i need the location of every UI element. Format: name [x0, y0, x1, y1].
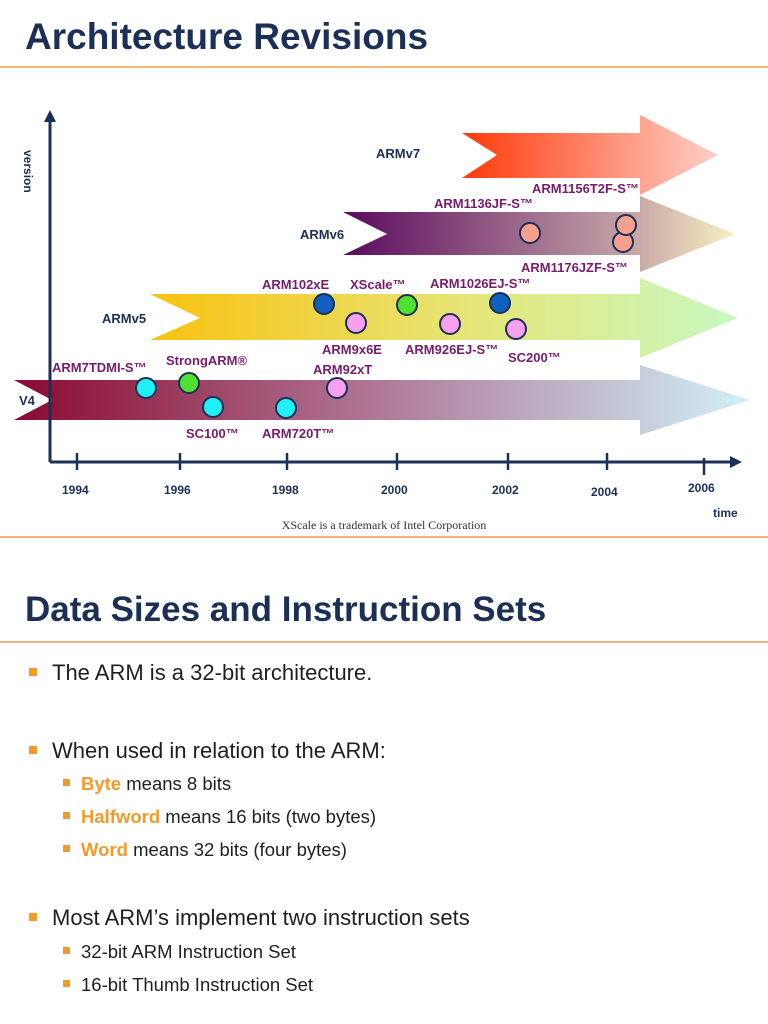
core-label: ARM1176JZF-S™: [521, 260, 628, 275]
y-axis-arrowhead-icon: [44, 110, 56, 122]
sub-bullet: Word means 32 bits (four bytes): [63, 839, 347, 861]
core-label: StrongARM®: [166, 353, 247, 368]
year-label: 2006: [688, 481, 715, 495]
core-dot: [439, 313, 461, 335]
core-label: ARM9x6E: [322, 342, 382, 357]
bullet: Most ARM’s implement two instruction set…: [29, 905, 470, 930]
armv7-arrow: [462, 115, 718, 195]
term: Byte: [81, 773, 122, 794]
year-label: 1998: [272, 483, 299, 497]
x-axis-arrowhead-icon: [730, 456, 742, 468]
version-label: ARMv7: [376, 146, 420, 161]
core-dot: [505, 318, 527, 340]
core-label: ARM92xT: [313, 362, 372, 377]
sub-bullet: Byte means 8 bits: [62, 773, 232, 795]
year-label: 2004: [591, 485, 618, 499]
core-label: ARM1136JF-S™: [434, 196, 533, 211]
core-dots: [135, 214, 637, 419]
core-label: ARM7TDMI-S™: [52, 360, 147, 375]
core-label: XScale™: [350, 277, 406, 292]
core-label: ARM102xE: [262, 277, 330, 292]
core-label: SC200™: [508, 350, 561, 365]
year-label: 2000: [381, 483, 408, 497]
term: Halfword: [81, 806, 161, 827]
definition: means 16 bits (two bytes): [160, 806, 377, 827]
core-dot: [489, 292, 511, 314]
core-dot: [326, 377, 348, 399]
slide-title: Architecture Revisions: [25, 16, 429, 57]
definition: means 32 bits (four bytes): [127, 839, 347, 860]
core-label: ARM926EJ-S™: [405, 342, 498, 357]
title-rule: [0, 66, 768, 68]
version-label: V4: [19, 393, 36, 408]
core-dot: [202, 396, 224, 418]
core-dot: [615, 214, 637, 236]
core-label: ARM1026EJ-S™: [430, 276, 530, 291]
sub-bullet: 16-bit Thumb Instruction Set: [62, 974, 314, 995]
v4-arrow: [14, 365, 750, 435]
year-label: 1994: [62, 483, 89, 497]
title-rule: [0, 641, 768, 643]
core-dot: [135, 377, 157, 399]
core-dot: [178, 372, 200, 394]
bullet: The ARM is a 32-bit architecture.: [28, 660, 373, 685]
x-ticks: [75, 453, 706, 475]
sub-bullet: Halfword means 16 bits (two bytes): [62, 806, 377, 828]
year-label: 2002: [492, 483, 519, 497]
core-dot: [275, 397, 297, 419]
year-label: 1996: [164, 483, 191, 497]
sub-bullet: 32-bit ARM Instruction Set: [63, 941, 296, 962]
trademark-footnote: XScale is a trademark of Intel Corporati…: [281, 518, 487, 532]
core-dot: [345, 312, 367, 334]
core-dot: [519, 222, 541, 244]
architecture-timeline: 1994 1996 1998 2000 2002 2004 2006 time …: [14, 110, 750, 520]
x-axis-label: time: [713, 506, 738, 520]
bullet: When used in relation to the ARM:: [29, 738, 386, 763]
core-label: ARM1156T2F-S™: [532, 181, 639, 196]
definition: means 8 bits: [121, 773, 232, 794]
core-dot: [396, 294, 418, 316]
core-label: ARM720T™: [262, 426, 334, 441]
core-dot: [313, 293, 335, 315]
term: Word: [81, 839, 128, 860]
slide-title: Data Sizes and Instruction Sets: [25, 590, 547, 629]
y-axis-label: version: [21, 150, 35, 193]
slide-divider: [0, 536, 768, 538]
version-label: ARMv6: [300, 227, 344, 242]
core-label: SC100™: [186, 426, 239, 441]
version-label: ARMv5: [102, 311, 146, 326]
